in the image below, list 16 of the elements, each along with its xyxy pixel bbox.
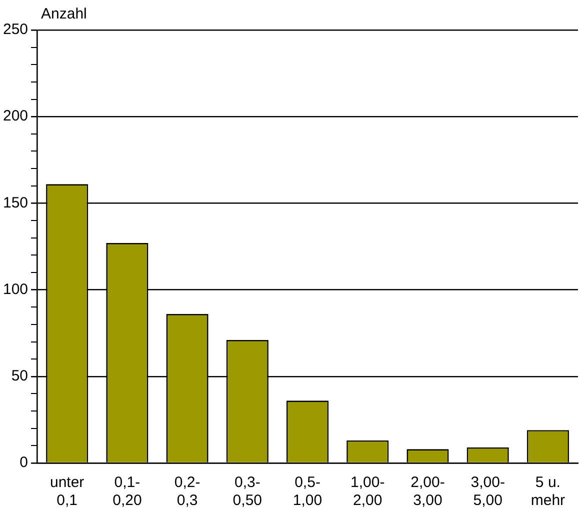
y-tick-label: 50 xyxy=(11,368,28,385)
y-tick-label: 0 xyxy=(20,454,28,472)
x-tick-label: 1,00-2,00 xyxy=(350,474,385,510)
x-tick-label: 2,00-3,00 xyxy=(410,474,445,510)
y-tick-label: 150 xyxy=(2,194,28,212)
x-tick-label: 0,5-1,00 xyxy=(292,474,322,510)
y-axis-title: Anzahl xyxy=(41,6,87,23)
y-tick-label: 200 xyxy=(2,108,28,125)
x-tick-label: 0,2-0,3 xyxy=(174,474,200,510)
y-tick-label: 100 xyxy=(2,280,28,298)
x-tick-label: 0,3-0,50 xyxy=(232,474,262,510)
x-tick-label: 5 u. mehr xyxy=(530,474,566,510)
x-tick-label: 0,1-0,20 xyxy=(112,474,142,510)
x-tick-label: 3,00-5,00 xyxy=(470,474,505,510)
y-tick-label: 250 xyxy=(2,21,28,38)
x-tick-label: unter 0,1 xyxy=(50,474,84,510)
